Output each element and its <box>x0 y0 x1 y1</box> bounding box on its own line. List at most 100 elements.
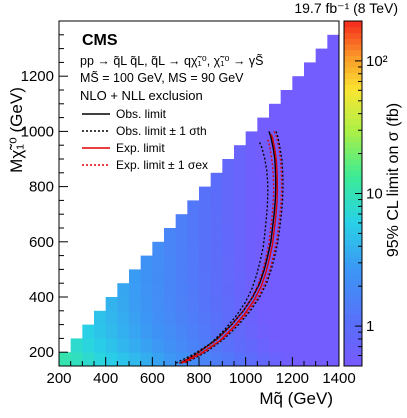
heatmap-cell <box>292 352 305 366</box>
heatmap-cell <box>292 76 305 91</box>
heatmap-cell <box>152 310 165 325</box>
heatmap-cell <box>140 255 153 270</box>
color-scale-segment <box>344 118 362 125</box>
heatmap-cell <box>187 310 200 325</box>
heatmap-cell <box>257 324 270 339</box>
heatmap-cell <box>327 241 339 256</box>
heatmap-cell <box>269 255 282 270</box>
z-tick-label: 10 <box>366 186 383 203</box>
heatmap-cell <box>199 200 212 215</box>
heatmap-cell <box>280 338 293 353</box>
heatmap-cell <box>257 338 270 353</box>
heatmap-cell <box>175 214 188 229</box>
heatmap-cell <box>70 352 83 366</box>
z-axis-label: 95% CL limit on σ (fb) <box>385 103 402 257</box>
heatmap-cell <box>199 324 212 339</box>
legend-label: Obs. limit ± 1 σth <box>116 124 207 138</box>
heatmap-cell <box>210 241 223 256</box>
heatmap-cell <box>199 310 212 325</box>
legend-label: Exp. limit ± 1 σex <box>116 158 208 172</box>
heatmap-cell <box>304 214 317 229</box>
heatmap-cell <box>327 103 339 118</box>
color-scale-segment <box>344 239 362 246</box>
heatmap-cell <box>82 338 95 353</box>
heatmap-cell <box>245 352 258 366</box>
heatmap-cell <box>304 62 317 77</box>
heatmap-cell <box>304 255 317 270</box>
heatmap-cell <box>129 338 142 353</box>
heatmap-cell <box>234 310 247 325</box>
heatmap-cell <box>304 324 317 339</box>
heatmap-cell <box>245 324 258 339</box>
heatmap-cell <box>234 269 247 284</box>
heatmap-cell <box>210 283 223 298</box>
heatmap-cell <box>164 297 177 312</box>
heatmap-cell <box>175 228 188 243</box>
heatmap-cell <box>245 131 258 146</box>
heatmap-cell <box>257 117 270 132</box>
heatmap-cell <box>175 269 188 284</box>
heatmap-cell <box>234 283 247 298</box>
heatmap-cell <box>187 200 200 215</box>
heatmap-cell <box>315 62 328 77</box>
color-scale-segment <box>344 101 362 108</box>
heatmap-cell <box>269 324 282 339</box>
heatmap-cell <box>222 338 235 353</box>
heatmap-cell <box>327 269 339 284</box>
heatmap-cell <box>140 283 153 298</box>
heatmap-cell <box>222 255 235 270</box>
color-scale-segment <box>344 279 362 286</box>
heatmap-cell <box>234 200 247 215</box>
color-scale-segment <box>344 44 362 51</box>
color-scale-segment <box>344 26 362 33</box>
heatmap-cell <box>152 255 165 270</box>
heatmap-cell <box>292 297 305 312</box>
heatmap-cell <box>187 283 200 298</box>
heatmap-cell <box>280 269 293 284</box>
heatmap-cell <box>304 283 317 298</box>
heatmap-cell <box>315 159 328 174</box>
heatmap-cell <box>257 159 270 174</box>
heatmap-cell <box>117 352 130 366</box>
z-tick-label: 1 <box>366 318 374 335</box>
heatmap-cell <box>210 186 223 201</box>
color-scale-segment <box>344 297 362 304</box>
heatmap-cell <box>315 48 328 63</box>
heatmap-cell <box>292 145 305 160</box>
heatmap-cell <box>292 159 305 174</box>
color-scale-segment <box>344 320 362 327</box>
heatmap-cell <box>175 255 188 270</box>
heatmap-cell <box>222 200 235 215</box>
heatmap-cell <box>315 324 328 339</box>
heatmap-cell <box>152 352 165 366</box>
heatmap-cell <box>315 228 328 243</box>
color-scale-segment <box>344 245 362 252</box>
color-scale-segment <box>344 199 362 206</box>
heatmap-cell <box>304 117 317 132</box>
color-scale-segment <box>344 49 362 56</box>
heatmap-cell <box>292 186 305 201</box>
heatmap-cell <box>315 200 328 215</box>
heatmap-cell <box>292 131 305 146</box>
heatmap-cell <box>199 352 212 366</box>
heatmap-cell <box>210 228 223 243</box>
heatmap-cell <box>234 159 247 174</box>
color-scale-segment <box>344 251 362 258</box>
heatmap-cell <box>245 145 258 160</box>
heatmap-cell <box>234 172 247 187</box>
heatmap-cell <box>304 297 317 312</box>
heatmap-cell <box>210 200 223 215</box>
heatmap-cell <box>304 172 317 187</box>
heatmap-cell <box>315 269 328 284</box>
heatmap-cell <box>315 186 328 201</box>
color-scale-segment <box>344 274 362 281</box>
heatmap-cell <box>234 228 247 243</box>
heatmap-cell <box>234 255 247 270</box>
heatmap-cell <box>280 145 293 160</box>
color-scale-segment <box>344 228 362 235</box>
heatmap-cell <box>222 297 235 312</box>
heatmap-cell <box>315 255 328 270</box>
limit-curve <box>181 133 279 364</box>
heatmap-cell <box>222 214 235 229</box>
heatmap-cell <box>187 214 200 229</box>
